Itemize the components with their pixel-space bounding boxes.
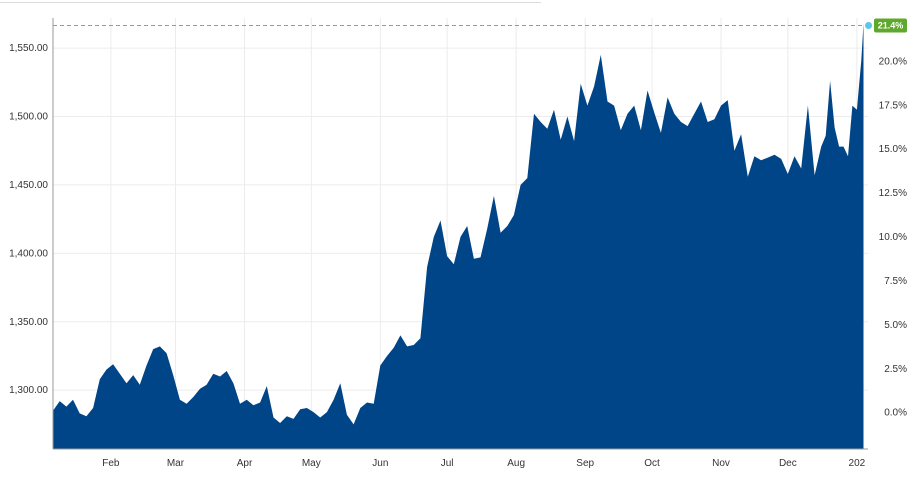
x-tick-label: Jun: [372, 458, 388, 469]
badge-label: 21.4%: [878, 21, 904, 31]
x-tick-label: 202: [849, 458, 866, 469]
latest-point-marker[interactable]: [864, 21, 874, 31]
x-tick-label: Feb: [102, 458, 120, 469]
y-tick-label: 1,300.00: [9, 385, 48, 396]
percent-tick-label: 12.5%: [879, 188, 907, 199]
badge-background: [874, 18, 907, 33]
percent-tick-label: 2.5%: [884, 364, 907, 375]
x-axis-tick-labels: Feb Mar Apr May Jun Jul Aug Sep Oct Nov Dec 202: [102, 458, 865, 469]
y-axis-tick-labels: 1,300.00 1,350.00 1,400.00 1,450.00 1,500.00…: [9, 43, 48, 396]
x-tick-label: Nov: [712, 458, 730, 469]
x-tick-label: Dec: [779, 458, 797, 469]
percent-change-badge: 21.4%: [874, 18, 907, 33]
x-tick-label: Mar: [167, 458, 185, 469]
percent-tick-label: 20.0%: [879, 56, 907, 67]
percent-tick-label: 15.0%: [879, 144, 907, 155]
y-tick-label: 1,500.00: [9, 112, 48, 123]
percent-tick-label: 5.0%: [884, 320, 907, 331]
x-tick-label: Aug: [507, 458, 525, 469]
top-divider: [0, 2, 541, 3]
x-tick-label: Sep: [576, 458, 594, 469]
y-tick-label: 1,550.00: [9, 43, 48, 54]
percent-tick-label: 10.0%: [879, 232, 907, 243]
x-tick-label: May: [302, 458, 321, 469]
percent-tick-label: 7.5%: [884, 276, 907, 287]
price-area: [53, 23, 864, 449]
y-tick-label: 1,450.00: [9, 180, 48, 191]
y-tick-label: 1,350.00: [9, 317, 48, 328]
percent-axis-tick-labels: 0.0% 2.5% 5.0% 7.5% 10.0% 12.5% 15.0% 17.5% 20.0…: [879, 56, 907, 418]
x-tick-label: Jul: [441, 458, 454, 469]
x-tick-label: Apr: [237, 458, 253, 469]
percent-tick-label: 17.5%: [879, 100, 907, 111]
x-tick-label: Oct: [644, 458, 660, 469]
percent-tick-label: 0.0%: [884, 408, 907, 419]
y-tick-label: 1,400.00: [9, 248, 48, 259]
